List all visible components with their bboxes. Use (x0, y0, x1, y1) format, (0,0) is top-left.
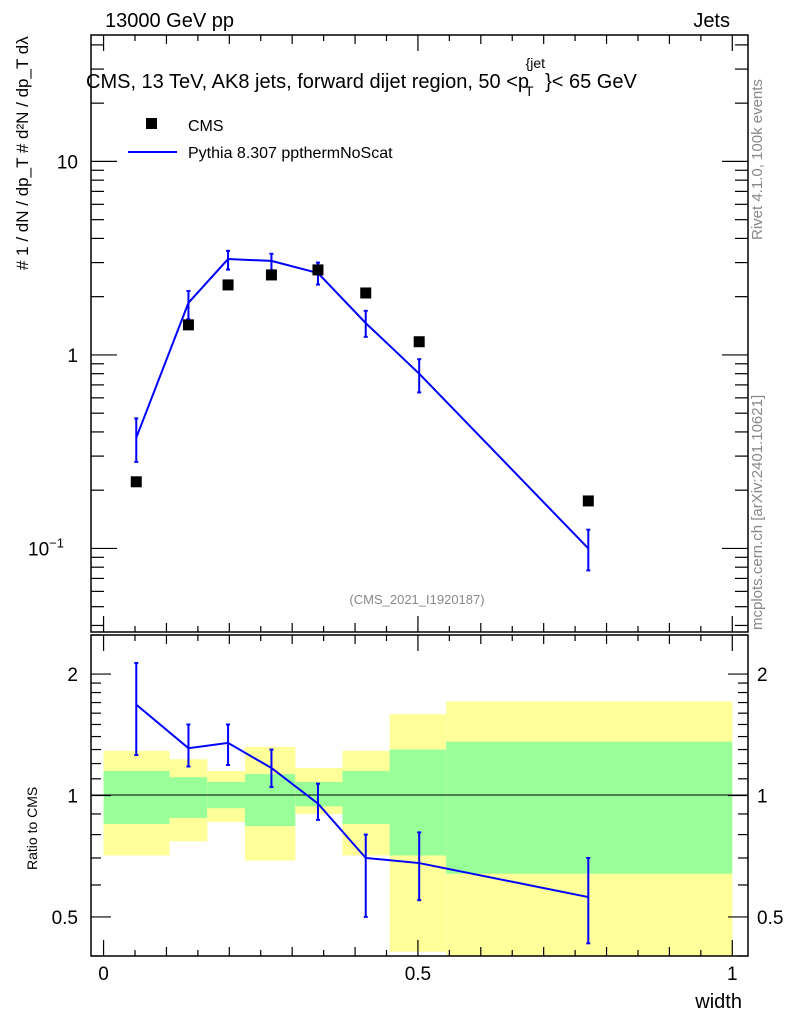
cms-data-point (222, 279, 234, 291)
header-right: Jets (693, 10, 730, 32)
ratio-y-tick-label-left: 0.5 (52, 908, 78, 929)
rivet-version: Rivet 4.1.0, 100k events (749, 79, 766, 240)
cms-data-point (130, 476, 142, 488)
y-tick-label: 10 (57, 152, 78, 173)
plot-title: CMS, 13 TeV, AK8 jets, forward dijet reg… (86, 55, 637, 99)
x-tick-label: 0 (98, 964, 109, 985)
ratio-ylabel: Ratio to CMS (24, 787, 40, 870)
ratio-y-tick-label-right: 0.5 (757, 908, 783, 929)
cms-data-point (360, 287, 372, 299)
title-main: CMS, 13 TeV, AK8 jets, forward dijet reg… (86, 71, 529, 93)
title-end: }< 65 GeV (545, 71, 637, 93)
ratio-y-tick-label-left: 1 (67, 787, 78, 808)
mcplots-credit: mcplots.cern.ch [arXiv:2401.10621] (749, 395, 766, 630)
y-tick-label: 10−1 (28, 535, 64, 560)
ratio-y-tick-label-right: 1 (757, 787, 768, 808)
main-frame (90, 34, 749, 633)
ratio-y-tick-label-left: 2 (67, 665, 78, 686)
ratio-bands (103, 701, 733, 956)
cms-data-point (413, 336, 425, 348)
mc-line (135, 258, 590, 550)
header-left: 13000 GeV pp (105, 10, 234, 32)
band-inner (245, 774, 296, 827)
ratio-y-tick-label-right: 2 (757, 665, 768, 686)
analysis-id: (CMS_2021_I1920187) (349, 592, 484, 607)
data-marks (130, 249, 594, 945)
title-sub: T (525, 83, 534, 99)
x-tick-label: 1 (727, 964, 738, 985)
x-tick-label: 0.5 (405, 964, 431, 985)
y-tick-label-exp: −1 (49, 535, 64, 550)
legend-cms-label: CMS (188, 118, 224, 135)
main-ylabel: # 1 / dN / dp_T # d²N / dp_T dλ (13, 36, 32, 270)
cms-data-point (582, 495, 594, 507)
cms-data-point (312, 264, 324, 276)
legend-cms-marker (146, 118, 157, 129)
legend-mc-label: Pythia 8.307 ppthermNoScat (188, 145, 393, 162)
cms-data-point (265, 269, 277, 281)
axis-ticks (91, 35, 748, 957)
title-sup: {jet (526, 55, 546, 71)
band-inner (342, 771, 390, 824)
band-inner (103, 771, 170, 824)
band-inner (389, 749, 447, 856)
y-tick-label-base: 1 (67, 346, 78, 367)
y-tick-label-base: 10 (28, 539, 49, 560)
band-inner (446, 741, 733, 874)
cms-data-point (182, 319, 194, 331)
y-tick-label-base: 10 (57, 152, 78, 173)
x-axis-label: width (694, 991, 742, 1013)
y-tick-label: 1 (67, 346, 78, 367)
band-inner (169, 777, 208, 818)
ratio-line (135, 703, 589, 899)
